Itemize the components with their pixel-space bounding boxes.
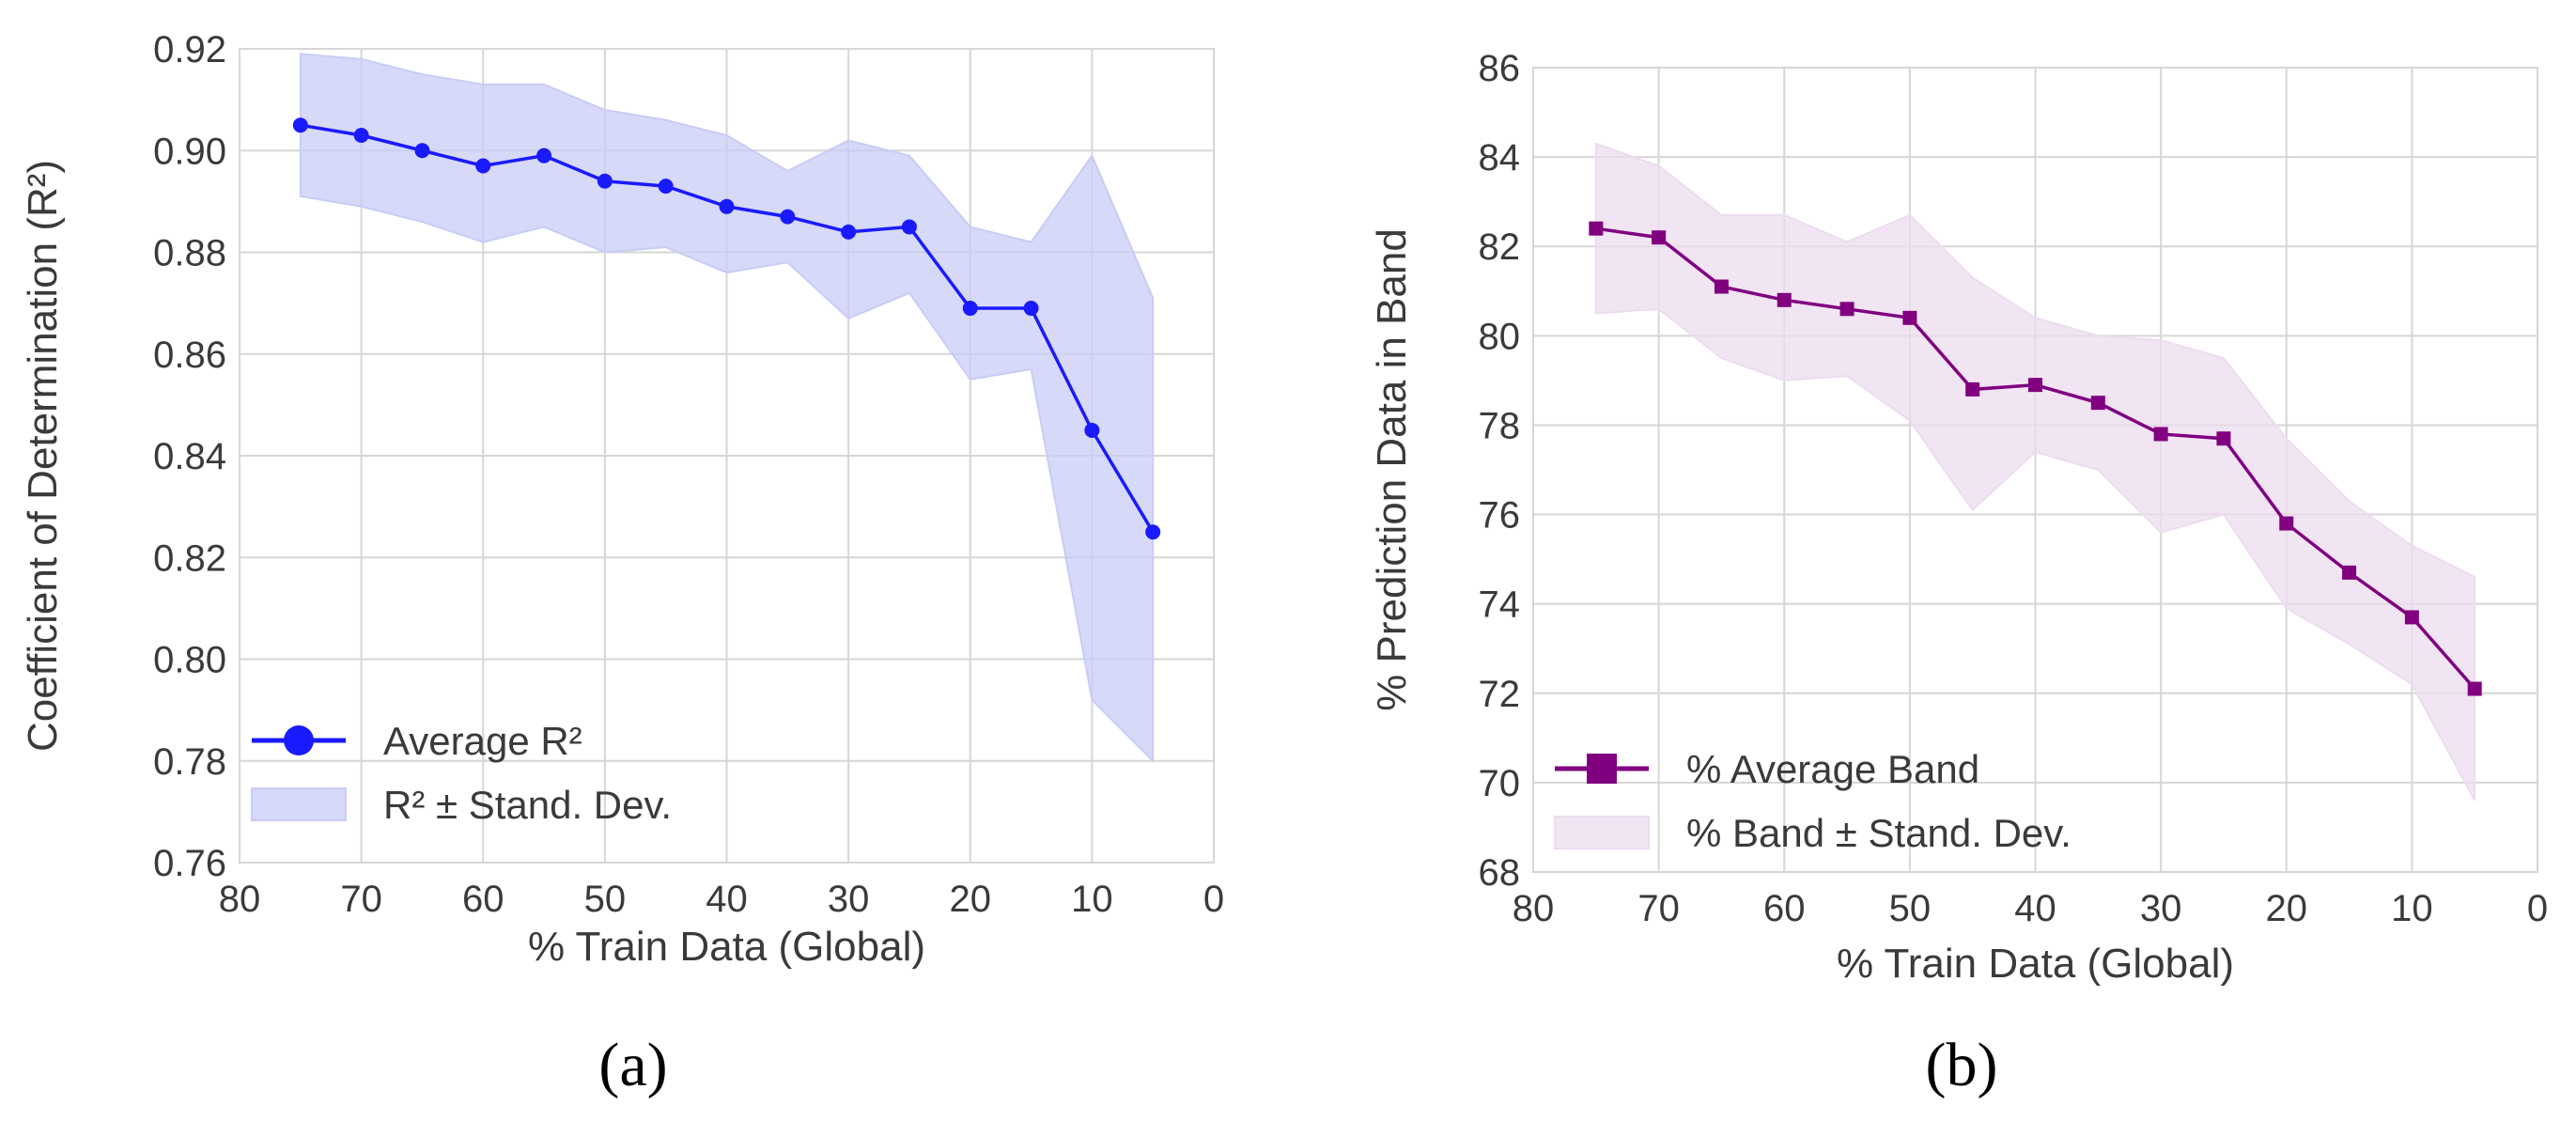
x-tick-label: 10 [1071, 879, 1113, 920]
x-tick-label: 30 [828, 879, 870, 920]
panel-label-b: (b) [1926, 1031, 1998, 1099]
data-point [1023, 301, 1039, 317]
y-tick-label: 72 [1479, 674, 1521, 715]
y-tick-label: 0.88 [153, 233, 226, 274]
x-tick-label: 50 [1889, 888, 1932, 929]
x-tick-label: 80 [219, 879, 261, 920]
x-tick-label: 60 [462, 879, 504, 920]
x-tick-label: 40 [706, 879, 748, 920]
y-tick-label: 0.76 [153, 843, 226, 884]
legend-label-band: % Band ± Stand. Dev. [1686, 811, 2072, 855]
x-tick-label: 70 [1637, 888, 1680, 929]
data-point [780, 209, 796, 225]
y-tick-label: 0.90 [153, 131, 226, 172]
data-point [2216, 431, 2231, 446]
data-point [353, 128, 369, 144]
data-point [1084, 422, 1100, 438]
data-point [2279, 516, 2294, 531]
std-dev-band [299, 53, 1155, 764]
data-point [1589, 221, 1604, 236]
data-point [414, 143, 430, 159]
legend-band-swatch [251, 787, 347, 821]
std-dev-band [1594, 142, 2476, 802]
legend-label-series: % Average Band [1686, 747, 1979, 791]
legend-marker [284, 725, 314, 755]
x-tick-label: 40 [2014, 888, 2056, 929]
x-tick-label: 0 [2527, 888, 2548, 929]
y-tick-label: 86 [1479, 48, 1521, 89]
y-tick-label: 78 [1479, 405, 1521, 446]
y-axis-label: Coefficient of Determination (R²) [20, 160, 66, 752]
y-tick-label: 0.78 [153, 741, 226, 783]
legend-label-series: Average R² [383, 719, 582, 763]
legend-marker [1587, 754, 1617, 784]
legend-band-swatch [1554, 816, 1650, 849]
data-point [1839, 302, 1854, 317]
data-point [1902, 310, 1917, 325]
y-tick-label: 84 [1479, 137, 1521, 179]
x-tick-label: 80 [1513, 888, 1555, 929]
data-point [719, 198, 735, 214]
y-axis-label: % Prediction Data in Band [1369, 228, 1415, 711]
x-tick-label: 30 [2140, 888, 2182, 929]
data-point [1145, 524, 1161, 540]
data-point [2467, 681, 2482, 696]
y-tick-label: 82 [1479, 226, 1521, 268]
y-tick-label: 70 [1479, 763, 1521, 804]
data-point [2028, 378, 2042, 393]
data-point [292, 117, 308, 133]
x-tick-label: 20 [2266, 888, 2308, 929]
chart-a: 80 70 60 50 40 30 20 10 0 0.76 0.78 0.80 0.82 0.84 0.8… [20, 29, 1224, 970]
y-tick-label: 0.80 [153, 640, 226, 681]
data-point [1652, 230, 1667, 245]
x-tick-label: 10 [2391, 888, 2433, 929]
legend-label-band: R² ± Stand. Dev. [383, 783, 672, 827]
x-tick-label: 60 [1763, 888, 1806, 929]
x-axis-label: % Train Data (Global) [528, 924, 925, 970]
data-point [475, 158, 491, 174]
data-point [901, 219, 917, 235]
data-point [658, 179, 674, 195]
data-point [2342, 565, 2357, 580]
data-point [597, 173, 613, 189]
y-tick-label: 0.82 [153, 537, 226, 579]
data-point [962, 301, 978, 317]
data-point [1714, 279, 1729, 294]
x-tick-label: 70 [340, 879, 382, 920]
chart-b: 80 70 60 50 40 30 20 10 0 68 70 72 74 76 78 80 82 84 86 % T… [1369, 48, 2548, 987]
x-tick-label: 0 [1203, 879, 1224, 920]
panel-label-a: (a) [598, 1031, 667, 1099]
x-tick-label: 20 [950, 879, 992, 920]
data-point [2153, 427, 2168, 442]
x-axis-label: % Train Data (Global) [1837, 941, 2234, 987]
data-point [2090, 396, 2105, 411]
data-point [1777, 292, 1792, 307]
data-point [536, 148, 552, 163]
data-point [841, 224, 857, 240]
x-tick-label: 50 [584, 879, 627, 920]
y-tick-label: 74 [1479, 584, 1521, 626]
y-tick-label: 0.86 [153, 335, 226, 376]
y-tick-label: 76 [1479, 495, 1521, 537]
y-tick-label: 68 [1479, 852, 1521, 894]
data-point [2404, 610, 2419, 625]
y-tick-label: 80 [1479, 316, 1521, 357]
y-tick-label: 0.84 [153, 436, 226, 477]
y-tick-label: 0.92 [153, 29, 226, 70]
data-point [1965, 381, 1980, 397]
